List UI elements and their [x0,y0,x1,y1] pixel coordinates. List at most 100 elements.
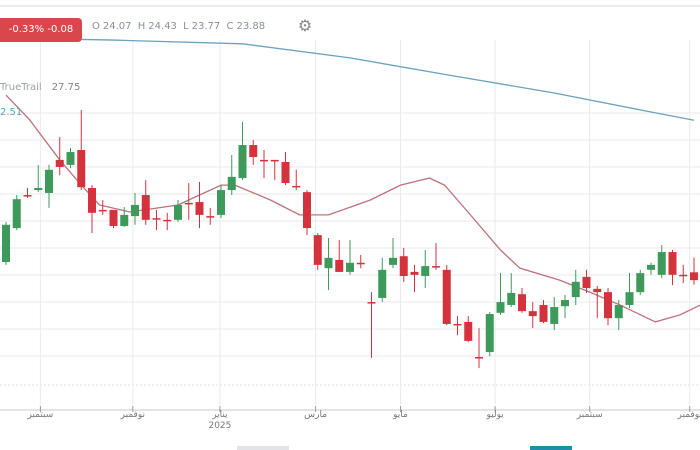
candle-up [238,145,247,179]
candle-down [539,304,548,322]
x-tick-text: مايو [393,410,408,420]
x-tick-label: مايو [393,410,408,421]
low-label: L [183,21,189,32]
candle-down [690,272,698,281]
candle-down [335,259,344,272]
x-tick-label: نوفمبر [121,410,145,421]
x-tick-text: يناير [212,410,228,420]
candle-up [561,300,569,307]
x-tick-text: يوليو [486,410,504,420]
candle-down [442,269,451,324]
candle-down [249,145,258,158]
candle-up [485,314,494,353]
indicator-secondary-value: 2.51 [0,107,23,118]
high-value: 24.43 [148,21,177,32]
time-scroll-handle[interactable] [530,446,572,450]
candle-up [657,252,666,275]
open-label: O [92,21,100,32]
candle-down [399,256,408,277]
candle-up [324,257,333,269]
truetrail-line [5,37,695,121]
change-badge: -0.33% -0.08 [0,18,82,42]
candle-up [217,190,225,215]
candle-up [120,214,129,227]
candle-down [313,235,322,265]
indicator-legend[interactable]: TrueTrail 27.75 [0,82,80,93]
candle-up [131,204,139,217]
candle-down [270,159,279,162]
candle-up [174,204,182,220]
candle-up [227,176,236,191]
candle-up [2,224,10,262]
candle-up [378,269,387,298]
candle-down [163,219,172,222]
moving-average-line [5,94,700,323]
candle-down [475,357,483,359]
candle-up [636,273,645,293]
candle-down [23,195,32,197]
candle-down [432,266,440,268]
time-scroll-track[interactable] [237,446,289,450]
candle-down [410,271,419,275]
candle-down [260,159,268,162]
x-tick-label: سبتمبر [27,410,53,421]
x-tick-text: نوفمبر [120,410,146,420]
high-label: H [137,21,146,32]
candle-up [389,257,397,265]
candle-down [77,150,86,188]
x-tick-label: يوليو [486,410,503,421]
candle-up [421,266,430,277]
candle-up [12,199,21,229]
indicator-value: 27.75 [51,82,81,93]
x-tick-text: نوفمبر [677,410,700,420]
candle-up [34,188,43,191]
candle-down [528,311,537,317]
candle-down [464,321,473,341]
x-tick-text: سبتمبر [27,410,54,420]
candle-up [496,302,505,313]
candle-up [507,292,516,305]
candle-down [88,188,96,213]
x-tick-year: 2025 [208,421,232,431]
candle-down [292,185,301,188]
x-tick-text: سبتمبر [576,410,603,420]
candle-up [571,281,580,298]
gear-icon[interactable]: ⚙ [297,16,313,35]
candle-down [206,216,215,218]
candle-up [550,307,559,324]
candle-down [668,252,677,275]
indicator-name: TrueTrail [0,82,42,93]
candle-down [367,302,376,304]
low-value: 23.77 [191,21,221,32]
candle-down [141,195,150,220]
open-value: 24.07 [102,21,132,32]
close-label: C [226,21,234,32]
candle-down [184,202,193,205]
close-value: 23.88 [236,21,266,32]
candle-down [55,159,64,167]
candle-up [45,169,53,193]
candle-up [66,152,75,165]
candle-down [195,202,204,215]
candle-down [453,323,462,326]
candle-up [346,262,354,272]
candle-down [679,274,688,277]
x-tick-label: مارس [304,410,327,421]
candle-up [647,264,655,270]
candle-down [303,192,311,229]
candle-down [109,209,118,227]
candle-down [98,209,107,212]
candle-up [614,304,623,319]
x-tick-label: سبتمبر [577,410,603,421]
candle-down [152,218,161,220]
candle-down [518,294,526,312]
candle-down [604,292,612,319]
x-tick-label: يناير 2025 [208,410,231,432]
candle-up [625,292,634,305]
candle-down [593,288,602,293]
x-tick-label: نوفمبر [678,410,700,421]
candle-down [582,276,591,289]
candle-down [281,161,290,184]
x-tick-text: مارس [304,410,328,420]
